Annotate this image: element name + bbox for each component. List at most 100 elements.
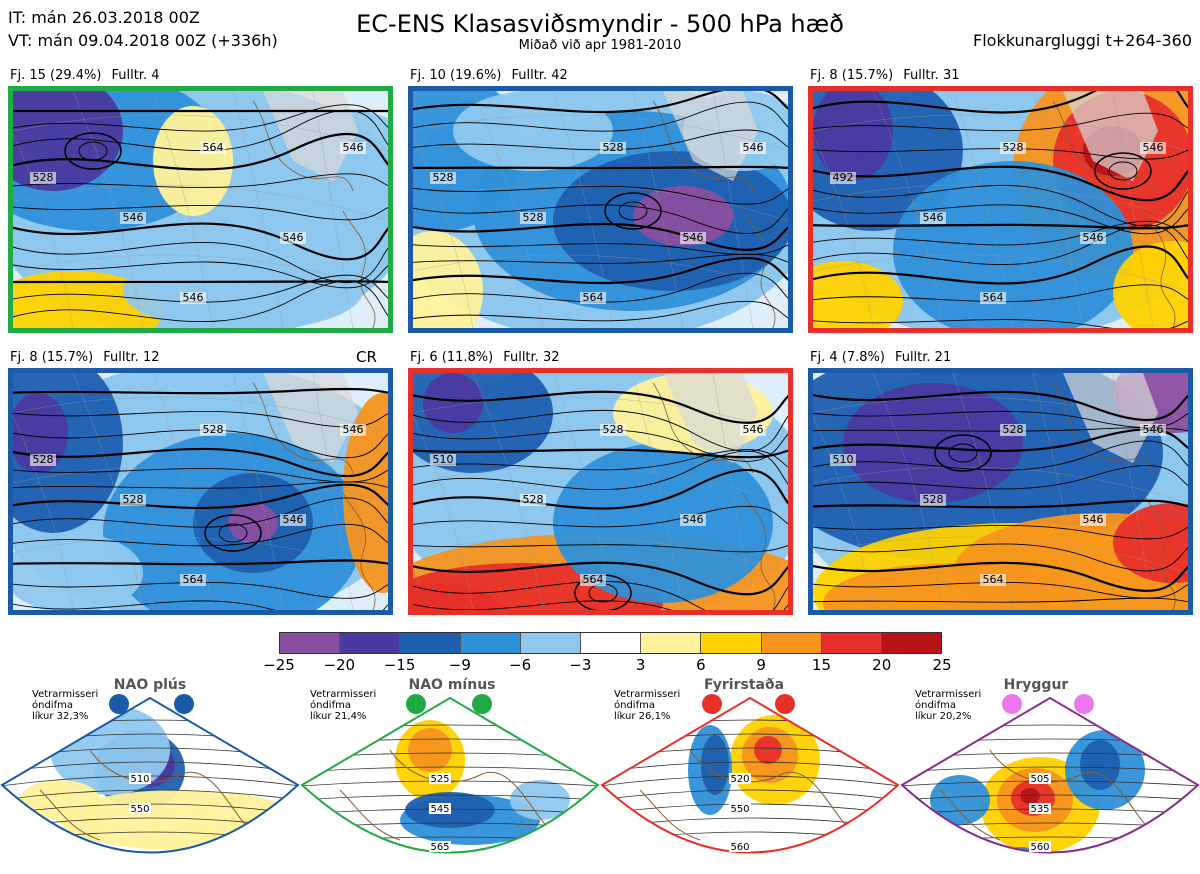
- height-contour-minor: [813, 543, 1188, 572]
- closed-contour: [1108, 161, 1138, 181]
- regime-contour: [602, 789, 898, 801]
- contour-label-bg: [740, 142, 766, 154]
- colorbar-swatch: [761, 633, 822, 653]
- contour-label: 546: [1083, 231, 1104, 244]
- panel-3-cluster: Fj. 8 (15.7%): [810, 68, 894, 83]
- graticule-line: [152, 91, 214, 328]
- coastline: [342, 492, 376, 610]
- coastline: [1142, 492, 1176, 610]
- contour-label: 528: [523, 211, 544, 224]
- regime-1-title: NAO plús: [113, 677, 187, 693]
- height-contour-minor: [413, 449, 788, 471]
- height-contour-minor: [813, 427, 1188, 432]
- cluster-map-6[interactable]: 510 528 528 546 546 564: [808, 368, 1193, 615]
- height-contour-minor: [813, 184, 1188, 227]
- regime-contour: [902, 766, 1198, 773]
- colorbar-swatch: [701, 633, 762, 653]
- contour-label-bg: [1000, 142, 1026, 154]
- graticule-line: [312, 91, 354, 328]
- anomaly-area: [633, 186, 733, 246]
- regime-contour-label: 505: [1030, 774, 1049, 785]
- contour-label-bg: [1140, 142, 1166, 154]
- coastline: [1052, 382, 1154, 474]
- regime-1-dot-right: [174, 694, 194, 714]
- contour-label: 510: [833, 453, 854, 466]
- contour-label-bg: [180, 292, 206, 304]
- colorbar-swatch: [460, 633, 521, 653]
- page-subtitle: Miðað við apr 1981-2010: [518, 38, 682, 53]
- height-contour-minor: [413, 204, 788, 234]
- height-contour-minor: [813, 112, 1188, 132]
- contour-label-bg: [920, 212, 946, 224]
- contour-label-bg: [830, 172, 856, 184]
- regime-map-ridge[interactable]: 505 535 560: [900, 690, 1200, 870]
- valid-time: VT: mán 09.04.2018 00Z (+336h): [8, 31, 278, 50]
- height-contour-major: [413, 165, 788, 170]
- graticule-line: [13, 536, 388, 574]
- graticule-line: [813, 414, 874, 610]
- coastline: [339, 789, 401, 841]
- regime-contour-label-bg: [1029, 841, 1051, 852]
- contour-label: 546: [683, 231, 704, 244]
- contour-label-bg: [430, 454, 456, 466]
- coastline: [652, 100, 754, 192]
- contour-label-bg: [120, 494, 146, 506]
- regime-contour-label-bg: [429, 803, 451, 814]
- panel-4-member: Fulltr. 12: [103, 350, 160, 365]
- cluster-map-5[interactable]: 510 528 528 546 546 564: [408, 368, 793, 615]
- regime-contour-label-bg: [1029, 803, 1051, 814]
- contour-label-bg: [600, 142, 626, 154]
- cluster-map-1[interactable]: 528 546 564 546 546 546: [8, 86, 393, 333]
- contour-label: 546: [743, 423, 764, 436]
- height-contour-major: [413, 561, 788, 596]
- contour-label: 546: [923, 211, 944, 224]
- graticule-line: [13, 466, 388, 504]
- graticule-line: [1032, 91, 1084, 328]
- contour-label-bg: [430, 172, 456, 184]
- graticule-line: [632, 373, 684, 610]
- regime-4-prob: Vetrarmisseri óndifma líkur 20,2%: [915, 689, 982, 722]
- regime-contour-label-bg: [429, 841, 451, 852]
- regime-contour-label: 525: [430, 774, 449, 785]
- height-contour-major: [813, 499, 1188, 509]
- contour-label-bg: [680, 232, 706, 244]
- contour-label: 528: [123, 493, 144, 506]
- height-contour-minor: [413, 409, 788, 452]
- regime-3-dot-left: [702, 694, 722, 714]
- regime-3-prob: Vetrarmisseri óndifma líkur 26,1%: [614, 689, 681, 722]
- cluster-map-3[interactable]: 492 546 528 546 546 564: [808, 86, 1193, 333]
- land-area: [263, 373, 358, 463]
- panel-2-member: Fulltr. 42: [511, 68, 568, 83]
- graticule-line: [472, 91, 544, 328]
- regime-2-title: NAO mínus: [408, 677, 496, 693]
- contour-label: 528: [603, 423, 624, 436]
- contour-label-bg: [30, 454, 56, 466]
- regime-map-nao-plus[interactable]: 510 550: [0, 690, 300, 870]
- regime-contour-label: 510: [130, 774, 149, 785]
- height-contour-minor: [813, 204, 1188, 235]
- cluster-map-2[interactable]: 528 528 528 546 546 564: [408, 86, 793, 333]
- land-area: [663, 91, 758, 181]
- contour-label-bg: [200, 142, 226, 154]
- colorbar-swatch: [881, 633, 942, 653]
- contour-label: 546: [283, 231, 304, 244]
- height-contour-major: [413, 390, 788, 424]
- regime-anomaly: [754, 736, 782, 764]
- contour-label: 564: [203, 141, 224, 154]
- regime-2-dot-left: [406, 694, 426, 714]
- regime-3-dot-right: [775, 694, 795, 714]
- anomaly-colorbar: [279, 632, 942, 654]
- regime-map-nao-minus[interactable]: 525 545 565: [300, 690, 600, 870]
- height-contour-minor: [413, 272, 788, 303]
- coastline: [939, 789, 1001, 841]
- regime-2-prob: Vetrarmisseri óndifma líkur 21,4%: [310, 689, 377, 722]
- regime-map-blocking[interactable]: 520 550 560: [600, 690, 900, 870]
- height-contour-major: [813, 245, 1188, 285]
- anomaly-area: [413, 583, 503, 610]
- colorbar-tick-label: 9: [756, 656, 766, 674]
- cluster-map-4[interactable]: 528 528 528 546 546 564: [8, 368, 393, 615]
- graticule-line: [232, 373, 284, 610]
- graticule-line: [413, 466, 788, 504]
- graticule-line: [952, 91, 1014, 328]
- closed-contour: [204, 514, 262, 552]
